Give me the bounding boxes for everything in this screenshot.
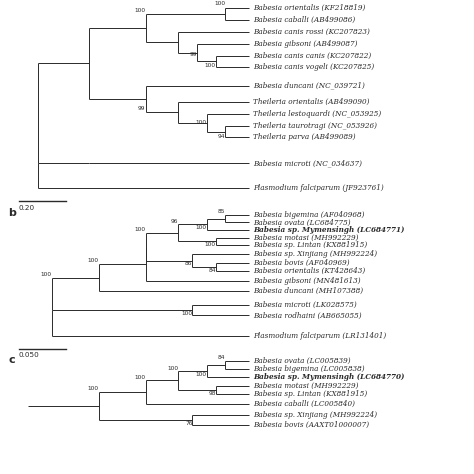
Text: Babesia canis canis (KC207822): Babesia canis canis (KC207822) [254,52,372,60]
Text: 99: 99 [190,52,197,57]
Text: 99: 99 [138,106,146,111]
Text: Babesia microti (NC_034637): Babesia microti (NC_034637) [254,159,363,167]
Text: Babesia sp. Xinjiang (MH992224): Babesia sp. Xinjiang (MH992224) [254,410,378,419]
Text: Babesia sp. Lintan (KX881915): Babesia sp. Lintan (KX881915) [254,241,368,249]
Text: Babesia rodhaini (AB665055): Babesia rodhaini (AB665055) [254,311,362,319]
Text: Theileria taurotragi (NC_053926): Theileria taurotragi (NC_053926) [254,122,377,130]
Text: Babesia canis rossi (KC207823): Babesia canis rossi (KC207823) [254,28,370,36]
Text: 100: 100 [135,228,146,232]
Text: 96: 96 [171,219,178,224]
Text: 100: 100 [214,1,225,7]
Text: Babesia duncani (NC_039721): Babesia duncani (NC_039721) [254,82,365,90]
Text: Babesia motasi (MH992229): Babesia motasi (MH992229) [254,234,359,242]
Text: 76: 76 [185,421,192,426]
Text: Babesia ovata (LC684775): Babesia ovata (LC684775) [254,219,351,227]
Text: Theileria parva (AB499089): Theileria parva (AB499089) [254,134,356,141]
Text: Babesia motasi (MH992229): Babesia motasi (MH992229) [254,382,359,390]
Text: 0.20: 0.20 [19,205,35,210]
Text: Babesia bovis (AF040969): Babesia bovis (AF040969) [254,259,350,267]
Text: 100: 100 [135,8,146,13]
Text: Babesia canis vogeli (KC207825): Babesia canis vogeli (KC207825) [254,63,375,71]
Text: Babesia bigemina (AF040968): Babesia bigemina (AF040968) [254,210,365,219]
Text: Babesia caballi (LC005840): Babesia caballi (LC005840) [254,400,356,408]
Text: 84: 84 [218,355,225,360]
Text: Babesia orientalis (KF218819): Babesia orientalis (KF218819) [254,4,366,12]
Text: 94: 94 [218,134,225,138]
Text: 85: 85 [218,209,225,214]
Text: 100: 100 [135,375,146,380]
Text: 100: 100 [167,365,178,371]
Text: 86: 86 [185,261,192,266]
Text: Theileria orientalis (AB499090): Theileria orientalis (AB499090) [254,98,370,106]
Text: c: c [9,356,15,365]
Text: Babesia gibsoni (AB499087): Babesia gibsoni (AB499087) [254,40,358,48]
Text: Babesia sp. Mymensingh (LC684771): Babesia sp. Mymensingh (LC684771) [254,226,405,234]
Text: Babesia sp. Mymensingh (LC684770): Babesia sp. Mymensingh (LC684770) [254,374,405,381]
Text: Babesia bovis (AAXT01000007): Babesia bovis (AAXT01000007) [254,420,370,428]
Text: Babesia gibsoni (MN481613): Babesia gibsoni (MN481613) [254,277,361,285]
Text: Babesia sp. Lintan (KX881915): Babesia sp. Lintan (KX881915) [254,390,368,398]
Text: Babesia ovata (LC005839): Babesia ovata (LC005839) [254,357,351,365]
Text: 100: 100 [88,258,99,264]
Text: 100: 100 [205,242,216,247]
Text: Babesia caballi (AB499086): Babesia caballi (AB499086) [254,16,356,24]
Text: 98: 98 [209,391,216,396]
Text: Plasmodium falciparum (JF923761): Plasmodium falciparum (JF923761) [254,184,384,192]
Text: Babesia microti (LK028575): Babesia microti (LK028575) [254,301,357,309]
Text: Theileria lestoquardi (NC_053925): Theileria lestoquardi (NC_053925) [254,110,382,118]
Text: Babesia bigemina (LC005838): Babesia bigemina (LC005838) [254,365,365,373]
Text: 100: 100 [195,225,207,230]
Text: 100: 100 [195,372,207,377]
Text: 100: 100 [195,120,207,125]
Text: Babesia duncani (MH107388): Babesia duncani (MH107388) [254,287,364,295]
Text: 100: 100 [205,64,216,68]
Text: b: b [9,208,17,219]
Text: 100: 100 [88,386,99,392]
Text: 0.050: 0.050 [19,352,39,358]
Text: 100: 100 [182,311,192,316]
Text: Babesia orientalis (KT428643): Babesia orientalis (KT428643) [254,267,366,275]
Text: 84: 84 [209,268,216,273]
Text: Babesia sp. Xinjiang (MH992224): Babesia sp. Xinjiang (MH992224) [254,250,378,258]
Text: Plasmodium falciparum (LR131401): Plasmodium falciparum (LR131401) [254,332,387,340]
Text: 100: 100 [41,272,52,277]
